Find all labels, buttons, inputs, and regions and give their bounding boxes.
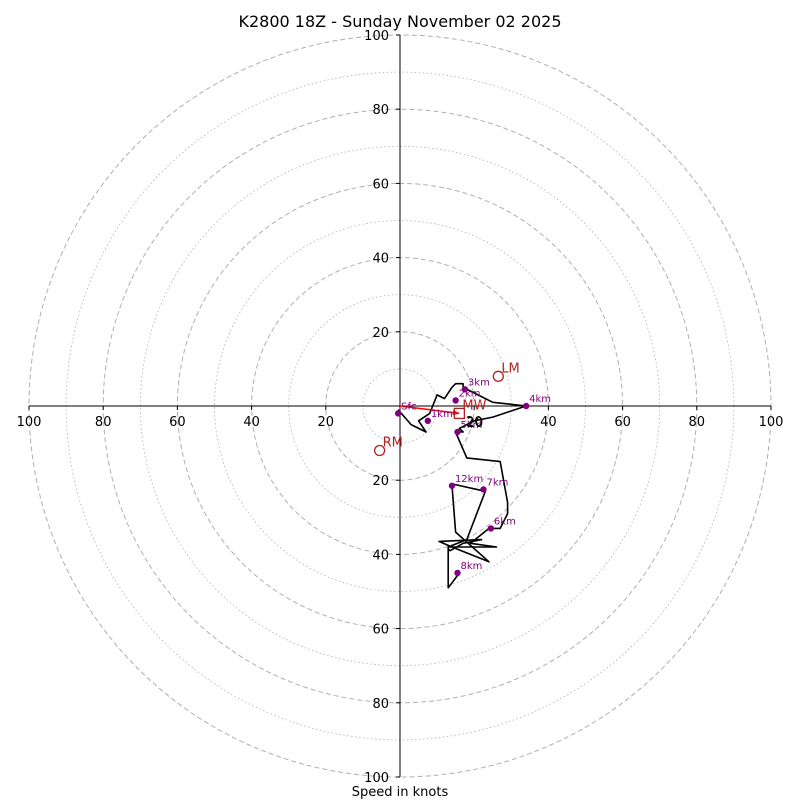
height-marker (454, 428, 461, 436)
height-marker-label: 7km (486, 477, 508, 488)
y-tick-label: 80 (372, 103, 389, 118)
height-marker (454, 569, 461, 577)
storm-motion-label: LM (501, 361, 519, 376)
x-tick-label: 60 (169, 415, 186, 430)
height-marker-label: 8km (461, 561, 483, 572)
storm-motion-marker (373, 444, 386, 457)
storm-motion-markers: LM MW RM (373, 361, 520, 457)
x-tick-label: 20 (318, 415, 335, 430)
mean-wind-vector (399, 405, 460, 415)
height-marker (448, 482, 456, 489)
x-axis-label: Speed in knots (352, 785, 449, 800)
storm-motion-marker (492, 370, 504, 382)
height-marker-label: Sfc (401, 401, 416, 412)
height-marker-label: 4km (529, 394, 551, 405)
y-tick-label: 60 (372, 177, 389, 192)
height-marker (461, 386, 469, 393)
x-tick-label: 40 (243, 415, 260, 430)
y-tick-label: 20 (372, 326, 389, 341)
hodograph-line (397, 382, 527, 589)
y-tick-label: 60 (372, 623, 389, 638)
x-tick-label: 40 (540, 415, 557, 430)
x-tick-label: 100 (17, 415, 42, 430)
height-marker-label: 6km (494, 516, 516, 527)
chart-title: K2800 18Z - Sunday November 02 2025 (239, 12, 562, 31)
center-tick-label: 20 (467, 416, 484, 431)
y-tick-label: 100 (364, 29, 389, 44)
height-marker (480, 486, 487, 493)
height-marker (452, 397, 459, 404)
height-marker-label: 5km (461, 420, 483, 431)
x-tick-label: 60 (614, 415, 631, 430)
y-tick-label: 40 (372, 548, 389, 563)
y-tick-label: 100 (364, 771, 389, 786)
height-marker (487, 525, 495, 532)
x-tick-label: 80 (95, 415, 112, 430)
storm-motion-marker (453, 407, 466, 420)
x-tick-label: 80 (689, 415, 706, 430)
x-tick-label: 100 (759, 415, 784, 430)
height-marker-label: 2km (459, 388, 481, 399)
y-tick-label: 20 (372, 474, 389, 489)
x-tick-label: 20 (466, 415, 483, 430)
tick-labels: 100 100 80 80 60 60 40 40 20 20 20 20 40 40 60 60 80 80 10… (17, 29, 784, 786)
y-tick-label: 80 (372, 697, 389, 712)
height-marker-label: 1km (431, 409, 453, 420)
height-marker-label: 12km (455, 474, 483, 485)
height-marker (522, 402, 530, 410)
height-marker (394, 410, 402, 417)
storm-motion-label: RM (383, 436, 403, 451)
y-tick-label: 40 (372, 252, 389, 267)
height-marker (424, 417, 432, 425)
height-marker-label: 3km (468, 377, 490, 388)
storm-motion-label: MW (462, 398, 486, 413)
